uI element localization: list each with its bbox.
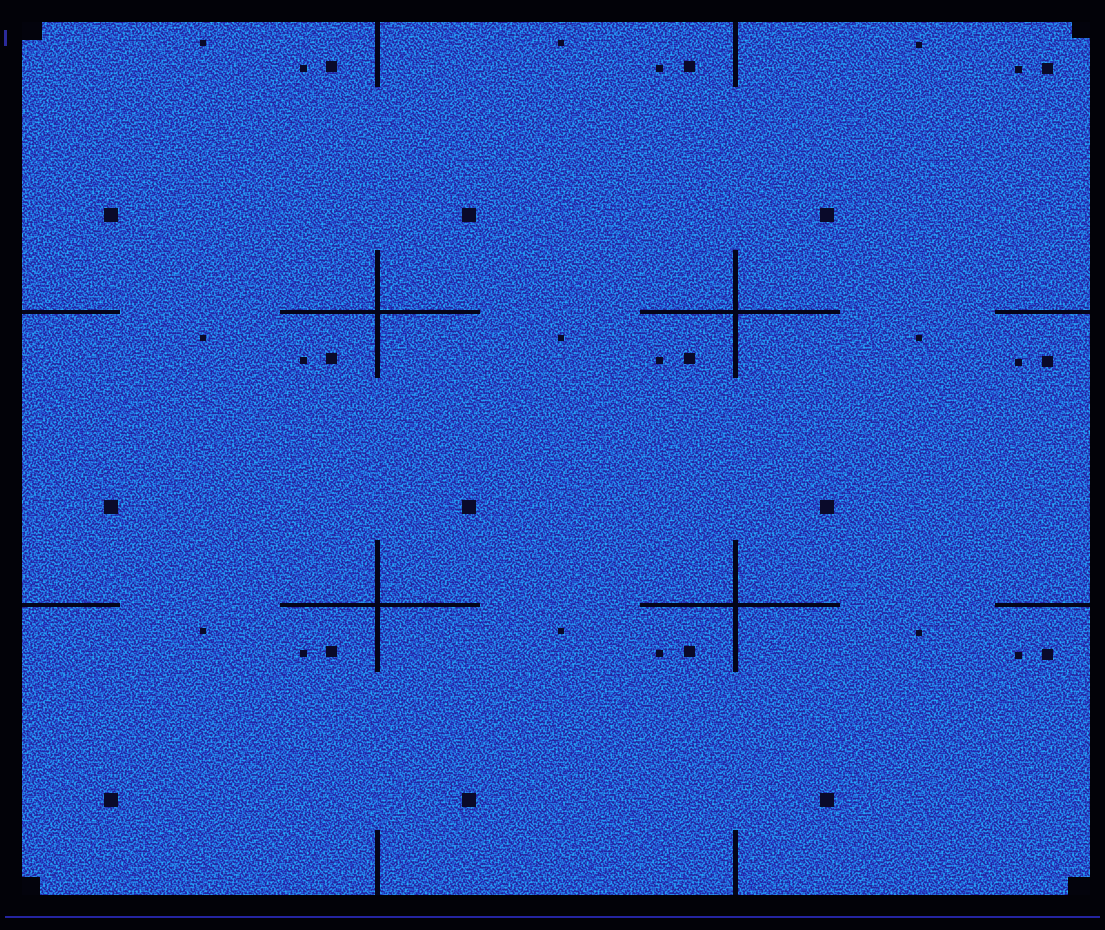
corner-mark	[22, 22, 42, 40]
scan-image	[0, 0, 1105, 930]
spot-speckle	[22, 22, 1090, 895]
body	[0, 0, 1105, 930]
corner-mark	[22, 877, 40, 895]
page: Microarray scan {} html, body { margin: …	[0, 0, 1105, 930]
corner-mark	[1068, 877, 1090, 895]
bottom-stripe	[5, 916, 1100, 918]
corner-mark	[1072, 22, 1090, 38]
edge-mark	[4, 30, 7, 46]
